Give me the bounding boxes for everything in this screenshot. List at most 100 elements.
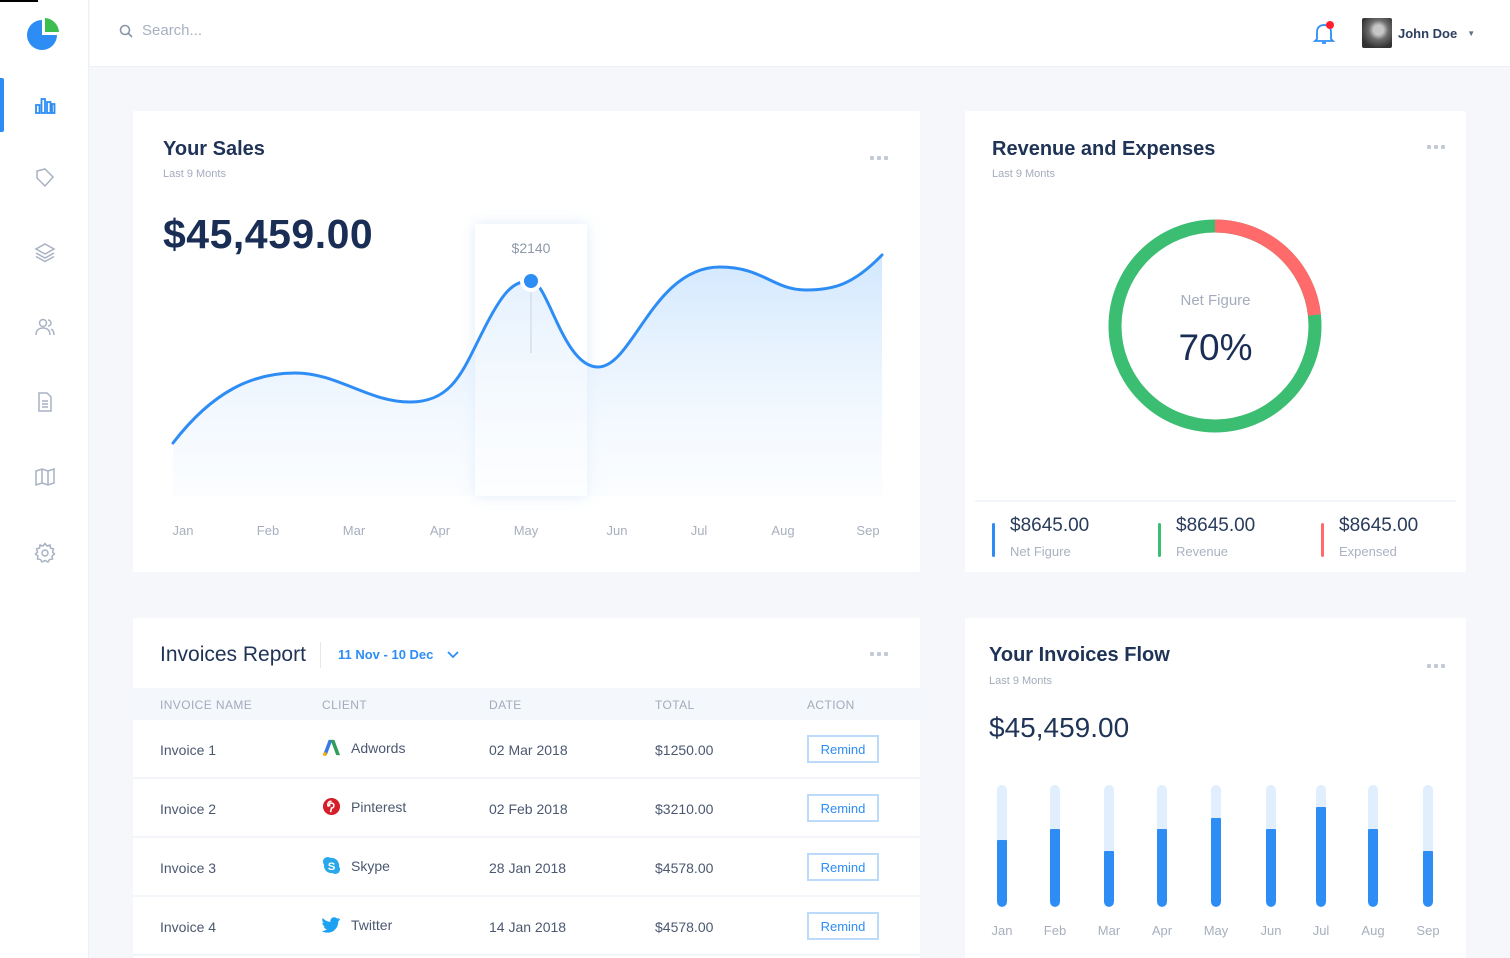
bar[interactable] (1104, 785, 1114, 907)
invoice-total: $3210.00 (655, 801, 714, 817)
sales-subtitle: Last 9 Monts (163, 168, 226, 180)
chevron-down-icon: ▼ (1467, 28, 1476, 38)
x-axis-label: Mar (342, 523, 366, 538)
invoice-name: Invoice 4 (160, 919, 217, 935)
sidebar-item-layers[interactable] (0, 226, 89, 278)
revenue-donut-chart (1108, 219, 1322, 433)
sidebar-item-settings[interactable] (0, 527, 89, 579)
svg-text:S: S (328, 861, 336, 873)
divider (975, 500, 1456, 502)
flow-more-menu-icon[interactable] (1427, 663, 1447, 669)
client-cell: S Skype (322, 856, 390, 875)
revenue-subtitle: Last 9 Monts (992, 168, 1055, 180)
x-axis-label: Feb (1043, 923, 1067, 938)
column-header-invoice-name[interactable]: INVOICE NAME (160, 698, 253, 712)
bar[interactable] (1423, 785, 1433, 907)
stat-color-bar (1158, 523, 1161, 557)
stat-value: $8645.00 (1010, 515, 1090, 536)
x-axis-label: Feb (256, 523, 280, 538)
invoice-total: $4578.00 (655, 919, 714, 935)
bar[interactable] (1157, 785, 1167, 907)
column-header-client[interactable]: CLIENT (322, 698, 368, 712)
invoice-name: Invoice 3 (160, 860, 217, 876)
client-cell: Adwords (322, 738, 405, 757)
table-row: Invoice 1 Adwords 02 Mar 2018 $1250.00 R… (133, 720, 920, 779)
x-axis-label: Jan (991, 923, 1013, 938)
invoices-report-card: Invoices Report 11 Nov - 10 Dec INVOICE … (133, 618, 920, 958)
x-axis-label: Aug (771, 523, 795, 538)
search-icon (119, 24, 133, 38)
remind-button[interactable]: Remind (807, 735, 879, 763)
column-header-date[interactable]: DATE (489, 698, 522, 712)
column-header-action[interactable]: ACTION (807, 698, 855, 712)
x-axis-label: Jun (1260, 923, 1282, 938)
table-row: Invoice 3 S Skype 28 Jan 2018 $4578.00 R… (133, 838, 920, 897)
x-axis-label: Jan (172, 523, 194, 538)
invoices-flow-card: Your Invoices Flow Last 9 Monts $45,459.… (965, 618, 1466, 958)
document-icon (37, 392, 52, 412)
adwords-icon (322, 739, 341, 757)
flow-title: Your Invoices Flow (989, 644, 1170, 666)
user-menu[interactable]: John Doe ▼ (1362, 18, 1475, 48)
sidebar-item-documents[interactable] (0, 376, 89, 428)
invoice-total: $4578.00 (655, 860, 714, 876)
remind-button[interactable]: Remind (807, 794, 879, 822)
x-axis-label: May (513, 523, 539, 538)
topbar: John Doe ▼ (90, 0, 1510, 67)
stat-color-bar (992, 523, 995, 557)
pie-chart-logo-icon[interactable] (26, 16, 62, 52)
revenue-card: Revenue and Expenses Last 9 Monts Net Fi… (965, 111, 1466, 572)
client-name: Pinterest (351, 798, 407, 815)
date-range-dropdown[interactable]: 11 Nov - 10 Dec (338, 647, 460, 662)
table-row: Invoice 4 Twitter 14 Jan 2018 $4578.00 R… (133, 897, 920, 956)
remind-button[interactable]: Remind (807, 853, 879, 881)
sidebar-item-users[interactable] (0, 301, 89, 353)
tooltip-value: $2140 (512, 240, 551, 256)
users-icon (34, 318, 55, 336)
x-axis-label: May (1203, 923, 1229, 938)
flow-subtitle: Last 9 Monts (989, 675, 1052, 687)
sidebar-item-map[interactable] (0, 451, 89, 503)
sidebar-item-analytics[interactable] (0, 78, 89, 132)
donut-center-value: 70% (1178, 327, 1253, 368)
revenue-more-menu-icon[interactable] (1427, 144, 1447, 150)
avatar (1362, 18, 1392, 48)
bell-icon[interactable] (1312, 20, 1336, 46)
map-icon (34, 467, 55, 487)
sidebar-item-tags[interactable] (0, 152, 89, 204)
bar[interactable] (1050, 785, 1060, 907)
bar[interactable] (1266, 785, 1276, 907)
gear-icon (33, 542, 56, 563)
x-axis-label: Jul (690, 523, 708, 538)
x-axis-label: Sep (856, 523, 880, 538)
revenue-title: Revenue and Expenses (992, 138, 1216, 160)
x-axis-label: Mar (1097, 923, 1121, 938)
x-axis-label: Aug (1361, 923, 1385, 938)
layers-icon (33, 243, 56, 263)
invoices-title: Invoices Report (160, 643, 306, 666)
invoice-date: 14 Jan 2018 (489, 919, 567, 935)
sidebar (0, 0, 89, 958)
sales-more-menu-icon[interactable] (870, 155, 890, 161)
table-row: Invoice 2 Pinterest 02 Feb 2018 $3210.00… (133, 779, 920, 838)
invoice-name: Invoice 2 (160, 801, 217, 817)
user-name: John Doe (1398, 25, 1458, 41)
twitter-icon (322, 917, 341, 933)
remind-button[interactable]: Remind (807, 912, 879, 940)
x-axis-label: Apr (1151, 923, 1173, 938)
bar[interactable] (1211, 785, 1221, 907)
x-axis-label: Apr (429, 523, 451, 538)
sales-line-chart: $2140 (171, 224, 884, 496)
invoices-more-menu-icon[interactable] (870, 651, 890, 657)
skype-icon: S (322, 856, 341, 875)
sales-card: Your Sales Last 9 Monts $45,459.00 $2140… (133, 111, 920, 572)
search-input[interactable] (142, 22, 442, 39)
search-bar[interactable] (118, 22, 442, 39)
sales-amount: $45,459.00 (163, 211, 374, 257)
bar[interactable] (997, 785, 1007, 907)
chevron-down-icon (447, 650, 460, 658)
bar[interactable] (1368, 785, 1378, 907)
column-header-total[interactable]: TOTAL (655, 698, 695, 712)
bar[interactable] (1316, 785, 1326, 907)
stat-value: $8645.00 (1339, 515, 1419, 536)
